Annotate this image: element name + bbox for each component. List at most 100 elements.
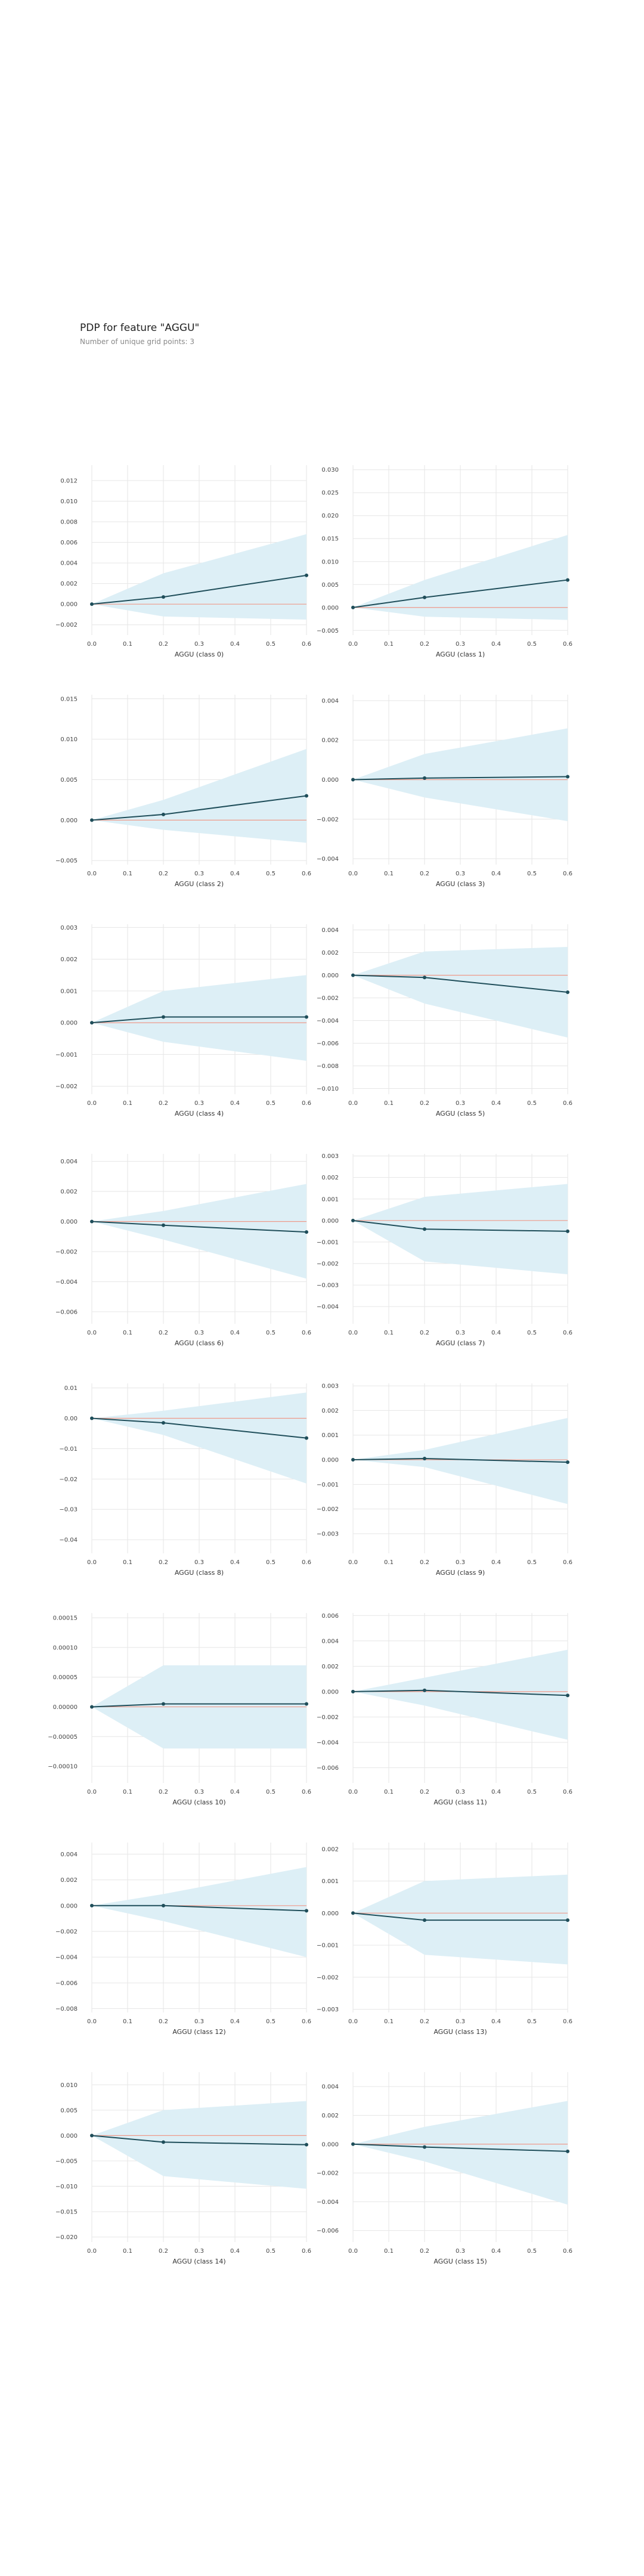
y-tick-label: 0.015 xyxy=(321,536,339,543)
y-tick-label: 0.000 xyxy=(60,2133,78,2140)
x-tick-label: 0.3 xyxy=(456,2018,465,2025)
x-tick-label: 0.1 xyxy=(123,1330,132,1336)
y-tick-label: −0.008 xyxy=(317,1063,339,1070)
y-tick-label: 0.00015 xyxy=(53,1615,78,1621)
y-tick-label: −0.002 xyxy=(55,1249,78,1255)
y-tick-label: −0.006 xyxy=(317,1041,339,1047)
y-tick-label: −0.020 xyxy=(55,2234,78,2241)
y-tick-label: 0.003 xyxy=(321,1383,339,1390)
y-tick-label: 0.000 xyxy=(321,1911,339,1917)
pdp-panel-7: 0.0 0.1 0.2 0.3 0.4 0.5 0.6 −0.004 −0.003 −0.002 −… xyxy=(317,1153,572,1347)
pdp-point xyxy=(423,1227,426,1231)
x-tick-label: 0.0 xyxy=(348,1100,358,1107)
confidence-band xyxy=(353,1649,568,1740)
x-tick-label: 0.0 xyxy=(87,1330,97,1336)
x-tick-label: 0.6 xyxy=(302,1330,311,1336)
y-tick-label: 0.005 xyxy=(321,582,339,589)
y-tick-label: 0.006 xyxy=(60,540,78,546)
x-tick-label: 0.1 xyxy=(123,1100,132,1107)
x-axis-label: AGGU (class 8) xyxy=(175,1569,224,1577)
confidence-band xyxy=(353,1874,568,1965)
y-tick-label: −0.04 xyxy=(59,1537,78,1544)
confidence-band xyxy=(92,1392,306,1484)
pdp-point xyxy=(305,2142,308,2147)
x-axis-label: AGGU (class 6) xyxy=(175,1339,224,1347)
confidence-band xyxy=(92,1184,306,1279)
y-tick-label: 0.000 xyxy=(321,605,339,611)
x-axis-label: AGGU (class 10) xyxy=(172,1798,225,1806)
y-tick-label: 0.005 xyxy=(60,2107,78,2114)
y-tick-label: 0.010 xyxy=(60,2082,78,2089)
pdp-point xyxy=(90,1219,94,1224)
x-axis-label: AGGU (class 2) xyxy=(175,880,224,888)
y-tick-label: −0.001 xyxy=(317,1943,339,1949)
confidence-band xyxy=(92,1867,306,1958)
x-tick-label: 0.4 xyxy=(230,2248,240,2255)
y-tick-label: 0.000 xyxy=(321,1218,339,1224)
x-tick-label: 0.3 xyxy=(194,2018,204,2025)
x-tick-label: 0.1 xyxy=(123,2018,132,2025)
y-tick-label: −0.002 xyxy=(55,1083,78,1090)
y-tick-label: −0.002 xyxy=(317,1974,339,1981)
y-tick-label: −0.008 xyxy=(55,2006,78,2012)
x-tick-label: 0.1 xyxy=(384,1100,394,1107)
x-axis-label: AGGU (class 15) xyxy=(434,2258,487,2265)
pdp-panel-15: 0.0 0.1 0.2 0.3 0.4 0.5 0.6 −0.006 −0.004 −0.002 0… xyxy=(317,2072,572,2265)
x-tick-label: 0.3 xyxy=(194,1559,204,1566)
y-tick-label: −0.00010 xyxy=(48,1764,78,1770)
x-tick-label: 0.3 xyxy=(194,871,204,877)
x-tick-label: 0.5 xyxy=(266,1789,275,1795)
x-tick-label: 0.3 xyxy=(456,1330,465,1336)
x-tick-label: 0.1 xyxy=(384,871,394,877)
x-tick-label: 0.4 xyxy=(230,1100,240,1107)
x-tick-label: 0.6 xyxy=(302,871,311,877)
pdp-point xyxy=(90,1021,94,1025)
pdp-point xyxy=(566,1918,569,1922)
pdp-point xyxy=(566,1693,569,1698)
x-tick-label: 0.2 xyxy=(159,871,168,877)
pdp-point xyxy=(90,2134,94,2138)
x-tick-label: 0.0 xyxy=(87,1789,97,1795)
x-tick-label: 0.5 xyxy=(527,871,537,877)
x-tick-label: 0.6 xyxy=(563,2018,572,2025)
y-tick-label: 0.000 xyxy=(321,1689,339,1695)
pdp-point xyxy=(305,794,308,798)
y-tick-label: −0.006 xyxy=(55,1980,78,1987)
pdp-point xyxy=(305,1702,308,1706)
y-tick-label: 0.000 xyxy=(321,2141,339,2148)
x-tick-label: 0.4 xyxy=(230,2018,240,2025)
y-tick-label: −0.01 xyxy=(59,1446,78,1453)
confidence-band xyxy=(353,1417,568,1504)
x-tick-label: 0.0 xyxy=(348,2248,358,2255)
x-tick-label: 0.4 xyxy=(491,1789,501,1795)
pdp-point xyxy=(162,595,165,599)
pdp-point xyxy=(162,1903,165,1908)
x-tick-label: 0.3 xyxy=(456,641,465,648)
x-tick-label: 0.3 xyxy=(194,1330,204,1336)
y-tick-label: −0.004 xyxy=(317,2199,339,2206)
pdp-panel-12: 0.0 0.1 0.2 0.3 0.4 0.5 0.6 −0.008 −0.006 −0.004 −… xyxy=(55,1843,311,2036)
x-tick-label: 0.4 xyxy=(230,641,240,648)
y-tick-label: −0.004 xyxy=(317,1739,339,1746)
y-tick-label: 0.002 xyxy=(321,1664,339,1670)
y-tick-label: 0.003 xyxy=(321,1153,339,1160)
x-tick-label: 0.4 xyxy=(230,1559,240,1566)
pdp-point xyxy=(566,990,569,994)
y-tick-label: −0.015 xyxy=(55,2209,78,2215)
y-tick-label: −0.002 xyxy=(317,1261,339,1267)
x-tick-label: 0.2 xyxy=(159,1559,168,1566)
pdp-point xyxy=(351,2142,355,2146)
pdp-point xyxy=(423,1456,426,1460)
x-tick-label: 0.0 xyxy=(87,641,97,648)
x-tick-label: 0.2 xyxy=(420,2248,429,2255)
y-tick-label: 0.025 xyxy=(321,490,339,497)
y-tick-label: 0.000 xyxy=(321,777,339,784)
x-tick-label: 0.6 xyxy=(563,2248,572,2255)
x-tick-label: 0.5 xyxy=(527,2018,537,2025)
y-tick-label: −0.002 xyxy=(317,2171,339,2177)
y-tick-label: −0.004 xyxy=(55,1279,78,1286)
y-tick-label: −0.00005 xyxy=(48,1734,78,1741)
x-tick-label: 0.5 xyxy=(266,1100,275,1107)
pdp-point xyxy=(162,812,165,816)
pdp-panel-9: 0.0 0.1 0.2 0.3 0.4 0.5 0.6 −0.003 −0.002 −0.001 0… xyxy=(317,1383,572,1577)
